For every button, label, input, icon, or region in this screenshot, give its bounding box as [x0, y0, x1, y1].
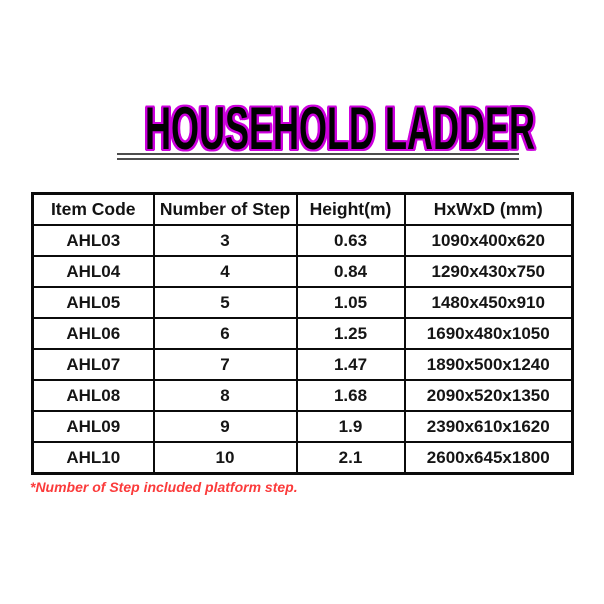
cell-steps: 8 — [152, 379, 298, 412]
cell-height: 1.25 — [295, 317, 406, 350]
table-row: AHL05 5 1.05 1480x450x910 — [31, 286, 574, 319]
cell-item-code: AHL08 — [31, 379, 155, 412]
cell-dimensions: 2600x645x1800 — [403, 441, 574, 475]
cell-item-code: AHL04 — [31, 255, 155, 288]
cell-steps: 3 — [152, 224, 298, 257]
cell-height: 1.05 — [295, 286, 406, 319]
cell-height: 1.68 — [295, 379, 406, 412]
title-underline-rule — [117, 153, 519, 160]
table-header-row: Item Code Number of Step Height(m) HxWxD… — [31, 192, 574, 226]
cell-steps: 9 — [152, 410, 298, 443]
cell-steps: 10 — [152, 441, 298, 475]
table-row: AHL03 3 0.63 1090x400x620 — [31, 224, 574, 257]
cell-item-code: AHL09 — [31, 410, 155, 443]
cell-dimensions: 1090x400x620 — [403, 224, 574, 257]
col-header-number-of-step: Number of Step — [152, 192, 298, 226]
cell-item-code: AHL06 — [31, 317, 155, 350]
cell-dimensions: 1480x450x910 — [403, 286, 574, 319]
cell-item-code: AHL03 — [31, 224, 155, 257]
table-row: AHL10 10 2.1 2600x645x1800 — [31, 441, 574, 475]
table-row: AHL08 8 1.68 2090x520x1350 — [31, 379, 574, 412]
page-title: HOUSEHOLD LADDER — [145, 95, 536, 162]
cell-steps: 7 — [152, 348, 298, 381]
cell-height: 0.63 — [295, 224, 406, 257]
cell-height: 0.84 — [295, 255, 406, 288]
cell-dimensions: 2390x610x1620 — [403, 410, 574, 443]
cell-dimensions: 1690x480x1050 — [403, 317, 574, 350]
col-header-height: Height(m) — [295, 192, 406, 226]
cell-dimensions: 2090x520x1350 — [403, 379, 574, 412]
col-header-item-code: Item Code — [31, 192, 155, 226]
cell-height: 1.47 — [295, 348, 406, 381]
cell-dimensions: 1890x500x1240 — [403, 348, 574, 381]
cell-item-code: AHL05 — [31, 286, 155, 319]
cell-item-code: AHL07 — [31, 348, 155, 381]
ladder-spec-table: Item Code Number of Step Height(m) HxWxD… — [31, 192, 574, 475]
platform-step-footnote: *Number of Step included platform step. — [30, 479, 298, 495]
cell-item-code: AHL10 — [31, 441, 155, 475]
cell-height: 2.1 — [295, 441, 406, 475]
cell-dimensions: 1290x430x750 — [403, 255, 574, 288]
page-title-wrap: HOUSEHOLD LADDER — [0, 99, 604, 159]
col-header-hwd: HxWxD (mm) — [403, 192, 574, 226]
cell-steps: 4 — [152, 255, 298, 288]
cell-steps: 5 — [152, 286, 298, 319]
cell-steps: 6 — [152, 317, 298, 350]
table-row: AHL06 6 1.25 1690x480x1050 — [31, 317, 574, 350]
table-row: AHL04 4 0.84 1290x430x750 — [31, 255, 574, 288]
table-row: AHL07 7 1.47 1890x500x1240 — [31, 348, 574, 381]
table-row: AHL09 9 1.9 2390x610x1620 — [31, 410, 574, 443]
cell-height: 1.9 — [295, 410, 406, 443]
